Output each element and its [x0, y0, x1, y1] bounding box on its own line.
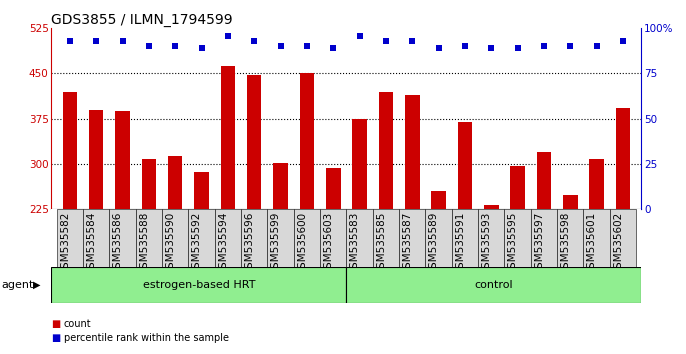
Text: GSM535583: GSM535583	[350, 212, 359, 275]
Bar	[62, 92, 77, 209]
Point	[64, 38, 75, 44]
Text: GSM535597: GSM535597	[534, 212, 544, 275]
Point	[222, 33, 233, 38]
Bar	[425, 209, 452, 267]
Point	[196, 45, 207, 51]
Text: GDS3855 / ILMN_1794599: GDS3855 / ILMN_1794599	[51, 13, 233, 27]
Text: GSM535603: GSM535603	[323, 212, 333, 275]
Text: count: count	[64, 319, 91, 329]
Text: GSM535584: GSM535584	[86, 212, 96, 275]
Point	[91, 38, 102, 44]
Text: GSM535594: GSM535594	[218, 212, 228, 275]
Text: estrogen-based HRT: estrogen-based HRT	[143, 280, 255, 290]
Bar	[405, 95, 420, 209]
Point	[143, 44, 154, 49]
Point	[354, 33, 365, 38]
Bar	[399, 209, 425, 267]
Point	[591, 44, 602, 49]
Point	[539, 44, 549, 49]
Text: GSM535602: GSM535602	[613, 212, 623, 275]
Bar	[241, 209, 268, 267]
Bar	[57, 209, 83, 267]
Bar	[563, 195, 578, 209]
Text: GSM535588: GSM535588	[139, 212, 149, 275]
Bar	[83, 209, 109, 267]
Text: GSM535600: GSM535600	[297, 212, 307, 275]
Bar	[346, 267, 641, 303]
Bar	[162, 209, 189, 267]
Bar	[89, 110, 104, 209]
Bar	[273, 162, 288, 209]
Text: ■: ■	[51, 333, 60, 343]
Bar	[616, 108, 630, 209]
Text: GSM535595: GSM535595	[508, 212, 518, 275]
Point	[328, 45, 339, 51]
Bar	[247, 75, 261, 209]
Bar	[557, 209, 584, 267]
Bar	[589, 159, 604, 209]
Point	[249, 38, 260, 44]
Bar	[610, 209, 636, 267]
Text: GSM535596: GSM535596	[244, 212, 255, 275]
Text: control: control	[475, 280, 513, 290]
Bar	[531, 209, 557, 267]
Bar	[215, 209, 241, 267]
Text: GSM535598: GSM535598	[560, 212, 570, 275]
Bar	[268, 209, 294, 267]
Bar	[346, 209, 372, 267]
Text: GSM535586: GSM535586	[113, 212, 123, 275]
Text: percentile rank within the sample: percentile rank within the sample	[64, 333, 229, 343]
Bar	[510, 166, 525, 209]
Point	[433, 45, 444, 51]
Bar	[536, 152, 552, 209]
Text: GSM535599: GSM535599	[270, 212, 281, 275]
Point	[486, 45, 497, 51]
Text: ▶: ▶	[33, 280, 40, 290]
Text: GSM535589: GSM535589	[429, 212, 438, 275]
Bar	[478, 209, 504, 267]
Text: GSM535601: GSM535601	[587, 212, 597, 275]
Text: GSM535582: GSM535582	[60, 212, 70, 275]
Bar	[431, 191, 446, 209]
Point	[169, 44, 180, 49]
Point	[565, 44, 576, 49]
Bar	[300, 73, 314, 209]
Bar	[109, 209, 136, 267]
Point	[460, 44, 471, 49]
Text: ■: ■	[51, 319, 60, 329]
Bar	[326, 168, 340, 209]
Bar	[372, 209, 399, 267]
Point	[117, 38, 128, 44]
Text: agent: agent	[1, 280, 34, 290]
Bar	[189, 209, 215, 267]
Text: GSM535587: GSM535587	[402, 212, 412, 275]
Point	[512, 45, 523, 51]
Text: GSM535591: GSM535591	[455, 212, 465, 275]
Bar	[51, 267, 346, 303]
Bar	[379, 92, 393, 209]
Text: GSM535592: GSM535592	[191, 212, 202, 275]
Bar	[136, 209, 162, 267]
Bar	[294, 209, 320, 267]
Bar	[168, 156, 182, 209]
Bar	[141, 159, 156, 209]
Bar	[452, 209, 478, 267]
Bar	[115, 111, 130, 209]
Text: GSM535585: GSM535585	[376, 212, 386, 275]
Point	[301, 44, 312, 49]
Text: GSM535593: GSM535593	[482, 212, 491, 275]
Bar	[458, 122, 472, 209]
Bar	[194, 172, 209, 209]
Point	[381, 38, 392, 44]
Point	[275, 44, 286, 49]
Bar	[484, 205, 499, 209]
Point	[617, 38, 628, 44]
Bar	[221, 66, 235, 209]
Text: GSM535590: GSM535590	[165, 212, 175, 275]
Bar	[320, 209, 346, 267]
Bar	[584, 209, 610, 267]
Bar	[504, 209, 531, 267]
Bar	[353, 119, 367, 209]
Point	[407, 38, 418, 44]
